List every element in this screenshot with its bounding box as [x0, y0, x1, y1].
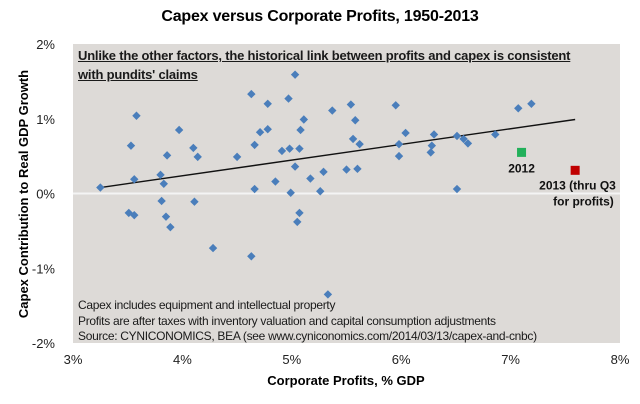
data-point	[391, 101, 400, 110]
data-point	[96, 183, 105, 192]
x-tick-label: 8%	[611, 352, 630, 367]
data-point	[290, 70, 300, 79]
data-point	[527, 99, 536, 108]
data-point	[459, 134, 468, 144]
data-point	[247, 89, 256, 99]
data-point	[427, 141, 437, 150]
x-tick-label: 4%	[173, 352, 192, 367]
data-point	[156, 170, 165, 180]
data-point	[348, 134, 358, 144]
data-point	[126, 141, 136, 150]
data-point	[285, 144, 294, 153]
y-tick-label: 1%	[36, 112, 55, 127]
data-point	[353, 164, 362, 174]
data-point	[293, 217, 302, 227]
data-point	[193, 152, 202, 162]
data-point	[394, 151, 404, 161]
headline-annotation: Unlike the other factors, the historical…	[78, 46, 608, 84]
y-tick-label: 2%	[36, 37, 55, 52]
chart-title: Capex versus Corporate Profits, 1950-201…	[161, 8, 479, 25]
label-2012: 2012	[508, 161, 535, 175]
data-point	[130, 210, 139, 220]
x-tick-label: 5%	[282, 352, 301, 367]
data-point	[491, 130, 500, 139]
headline-line: with pundits' claims	[78, 67, 198, 82]
data-point	[174, 125, 184, 135]
data-points	[96, 70, 580, 299]
data-point	[157, 196, 166, 206]
data-point	[514, 104, 523, 113]
data-point	[284, 94, 293, 103]
data-point	[346, 100, 356, 109]
data-point	[208, 243, 218, 253]
data-point	[351, 116, 360, 125]
data-point	[296, 125, 305, 135]
data-point	[295, 208, 304, 218]
headline-line: Unlike the other factors, the historical…	[78, 48, 571, 63]
data-point	[132, 111, 141, 120]
data-point	[342, 165, 351, 174]
x-tick-label: 7%	[501, 352, 520, 367]
data-point	[161, 212, 171, 221]
data-point	[306, 174, 315, 183]
y-tick-label: -1%	[32, 261, 56, 276]
y-tick-label: -2%	[32, 336, 56, 351]
data-point	[255, 128, 265, 137]
data-point	[290, 162, 300, 171]
data-point	[263, 125, 272, 134]
data-point	[316, 187, 325, 196]
y-axis-title: Capex Contribution to Real GDP Growth	[16, 70, 31, 318]
x-axis: 3% 4% 5% 6% 7% 8%	[64, 352, 630, 367]
data-point	[166, 222, 175, 232]
trendline	[100, 118, 576, 189]
data-point	[247, 252, 256, 261]
data-point	[190, 197, 199, 206]
data-point	[130, 175, 139, 184]
label-2013: 2013 (thru Q3	[539, 178, 616, 192]
data-point	[323, 290, 333, 299]
y-axis: -2% -1% 0% 1% 2%	[32, 37, 56, 351]
data-point	[250, 184, 259, 194]
data-point	[401, 128, 410, 138]
data-point	[463, 139, 473, 148]
data-point-2013	[570, 165, 580, 175]
data-point	[299, 115, 309, 124]
x-tick-label: 6%	[392, 352, 411, 367]
data-point	[452, 131, 462, 141]
data-point	[189, 143, 198, 153]
chart-notes: Capex includes equipment and intellectua…	[78, 298, 618, 345]
data-point	[426, 148, 435, 157]
data-point	[286, 188, 295, 197]
x-axis-title: Corporate Profits, % GDP	[267, 373, 425, 388]
data-point	[277, 146, 287, 156]
data-point	[263, 99, 272, 108]
annotations: 2012 2013 (thru Q3 for profits)	[508, 161, 616, 208]
note-line: Capex includes equipment and intellectua…	[78, 298, 336, 312]
data-point	[429, 130, 439, 139]
label-2013: for profits)	[553, 194, 614, 208]
data-point	[250, 140, 259, 150]
data-point	[452, 184, 462, 194]
x-tick-label: 3%	[64, 352, 83, 367]
y-tick-label: 0%	[36, 187, 55, 202]
data-point	[394, 139, 404, 149]
data-point	[162, 151, 172, 160]
note-line: Source: CYNICONOMICS, BEA (see www.cynic…	[78, 329, 537, 343]
data-point	[232, 152, 242, 162]
data-point	[159, 179, 169, 188]
data-point	[319, 167, 328, 177]
note-line: Profits are after taxes with inventory v…	[78, 313, 496, 328]
data-point	[295, 144, 304, 153]
data-point-2012	[517, 147, 527, 157]
data-point	[328, 106, 337, 115]
data-point	[271, 177, 280, 186]
data-point	[355, 139, 364, 149]
